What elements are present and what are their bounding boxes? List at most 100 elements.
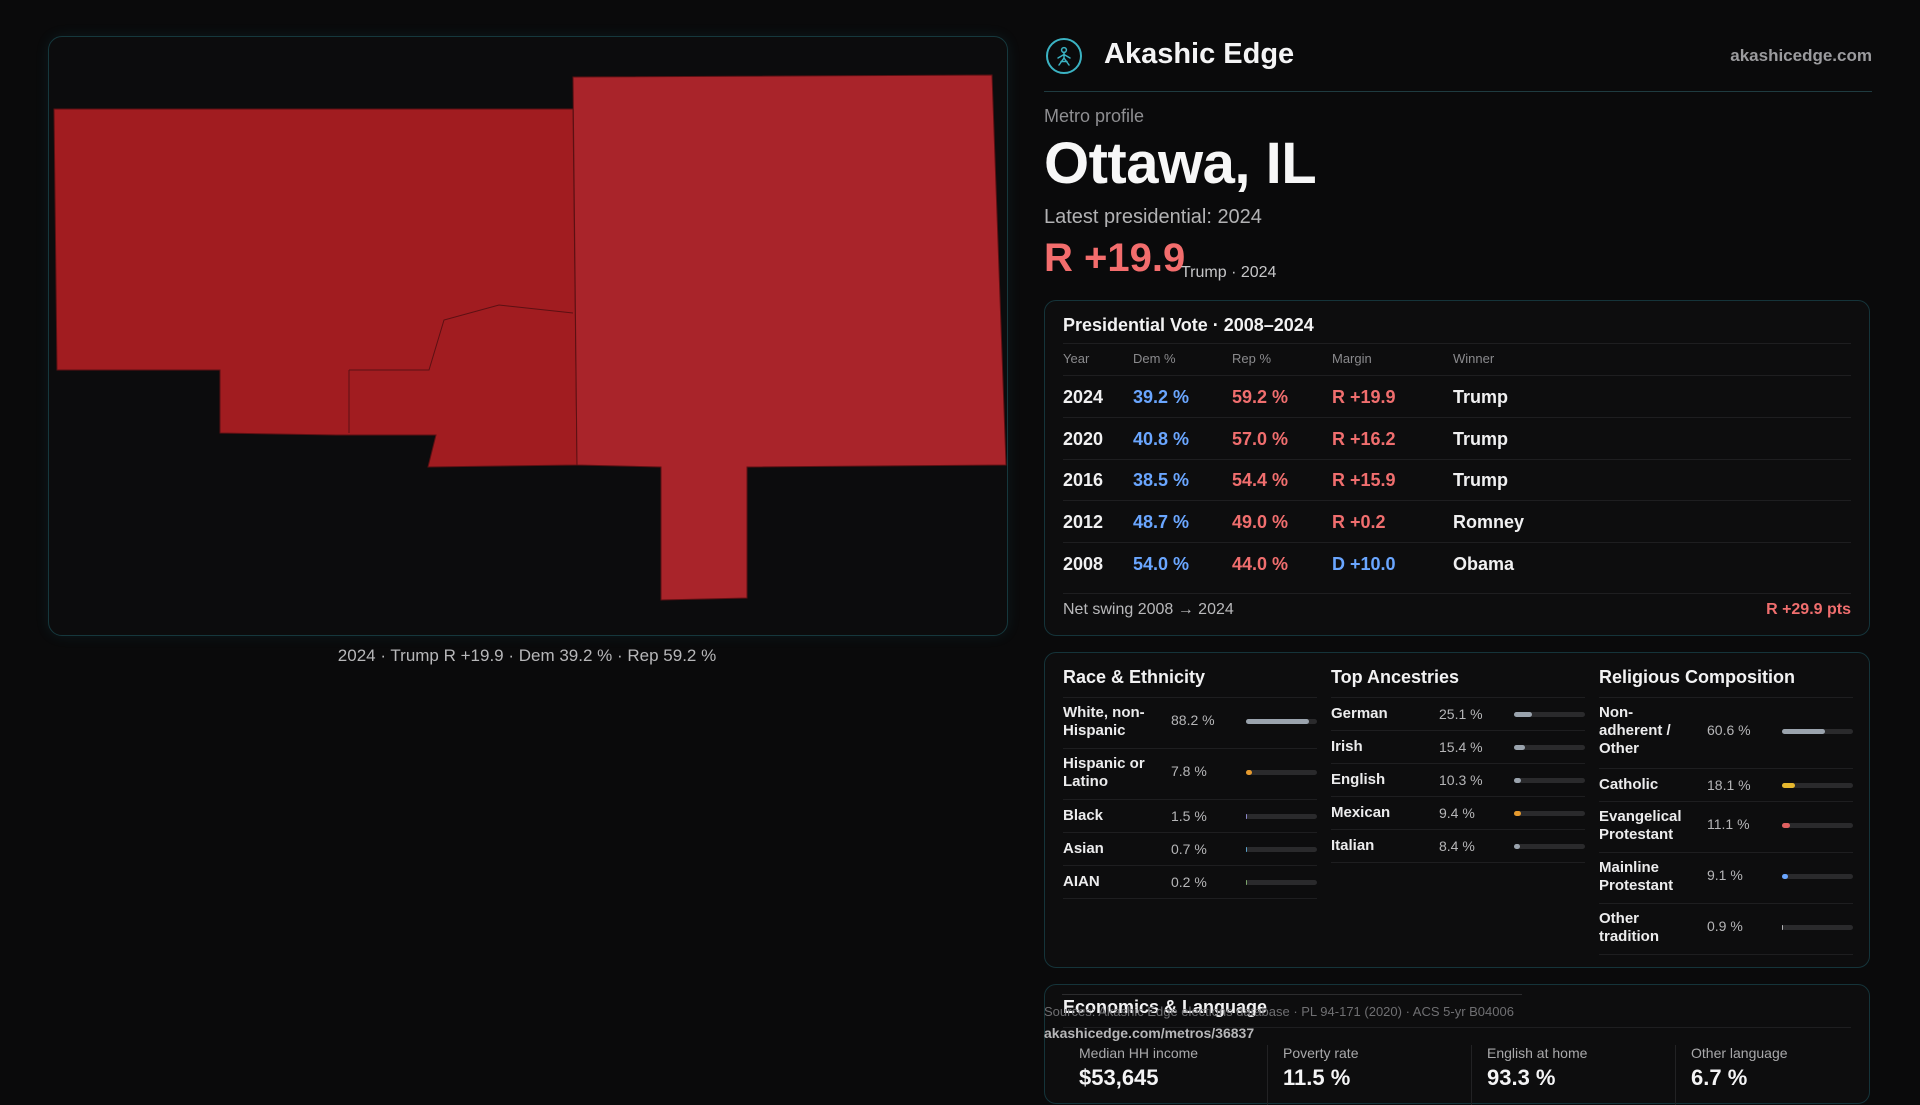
ancestry-bar bbox=[1514, 778, 1585, 783]
religion-label: Mainline Protestant bbox=[1599, 859, 1674, 894]
latest-presidential-label: Latest presidential: 2024 bbox=[1044, 206, 1262, 228]
presidential-vote-card: Presidential Vote · 2008–2024 Year Dem %… bbox=[1044, 300, 1870, 636]
divider bbox=[1063, 1027, 1851, 1028]
list-item: Hispanic or Latino 7.8 % bbox=[1063, 749, 1317, 800]
religion-value: 11.1 % bbox=[1707, 816, 1750, 832]
religion-value: 0.9 % bbox=[1707, 918, 1743, 934]
religion-label: Non-adherent / Other bbox=[1599, 704, 1671, 757]
net-swing-label: Net swing 2008 → 2024 bbox=[1063, 601, 1234, 618]
religion-value: 18.1 % bbox=[1707, 777, 1751, 793]
ancestry-bar-fill bbox=[1514, 844, 1520, 849]
divider bbox=[1267, 1045, 1268, 1105]
race-bar-fill bbox=[1246, 770, 1252, 775]
row-margin: R +15.9 bbox=[1332, 470, 1396, 490]
row-rep: 49.0 % bbox=[1232, 512, 1289, 532]
list-item: Asian 0.7 % bbox=[1063, 833, 1317, 866]
brand-header: Akashic Edge akashicedge.com bbox=[1044, 36, 1872, 76]
religion-bar bbox=[1782, 925, 1853, 930]
map-region-east[interactable] bbox=[572, 74, 1007, 601]
col-header-winner: Winner bbox=[1453, 351, 1495, 366]
row-rep: 44.0 % bbox=[1232, 554, 1289, 574]
divider bbox=[1063, 593, 1851, 594]
ancestry-label: Mexican bbox=[1331, 804, 1391, 821]
ancestry-bar-fill bbox=[1514, 778, 1522, 783]
stat-value: 6.7 % bbox=[1691, 1065, 1748, 1090]
race-bar bbox=[1246, 847, 1317, 852]
religion-bar-fill bbox=[1782, 823, 1790, 828]
row-winner: Trump bbox=[1453, 429, 1509, 449]
ancestry-value: 9.4 % bbox=[1439, 805, 1475, 821]
list-item: Catholic 18.1 % bbox=[1599, 769, 1853, 802]
row-margin: R +19.9 bbox=[1332, 387, 1396, 407]
profile-kicker: Metro profile bbox=[1044, 106, 1145, 126]
stat-value: 11.5 % bbox=[1283, 1065, 1351, 1090]
list-item: English 10.3 % bbox=[1331, 764, 1585, 797]
row-dem: 39.2 % bbox=[1133, 387, 1190, 407]
list-item: Other tradition 0.9 % bbox=[1599, 904, 1853, 955]
divider bbox=[1063, 417, 1851, 418]
row-dem: 40.8 % bbox=[1133, 429, 1190, 449]
race-label: Black bbox=[1063, 807, 1104, 824]
race-bar bbox=[1246, 880, 1317, 885]
map-region-west[interactable] bbox=[53, 108, 578, 468]
list-item: Non-adherent / Other 60.6 % bbox=[1599, 698, 1853, 769]
col-header-rep: Rep % bbox=[1232, 351, 1272, 366]
ancestry-value: 25.1 % bbox=[1439, 706, 1483, 722]
row-margin: R +0.2 bbox=[1332, 512, 1386, 532]
religion-value: 9.1 % bbox=[1707, 867, 1743, 883]
table-row: 2012 48.7 % 49.0 % R +0.2 Romney bbox=[1045, 501, 1869, 543]
metro-name: Ottawa, IL bbox=[1044, 131, 1317, 196]
race-bar-fill bbox=[1246, 847, 1247, 852]
divider bbox=[1062, 994, 1522, 995]
ancestry-label: Irish bbox=[1331, 738, 1363, 755]
ancestry-bar-fill bbox=[1514, 745, 1525, 750]
map-caption: 2024 · Trump R +19.9 · Dem 39.2 % · Rep … bbox=[337, 646, 717, 665]
ancestry-title: Top Ancestries bbox=[1331, 667, 1585, 698]
row-winner: Trump bbox=[1453, 470, 1509, 490]
latest-margin-sub: Trump · 2024 bbox=[1181, 264, 1277, 281]
table-row: 2024 39.2 % 59.2 % R +19.9 Trump bbox=[1045, 376, 1869, 418]
col-header-dem: Dem % bbox=[1133, 351, 1176, 366]
religion-value: 60.6 % bbox=[1707, 722, 1751, 738]
demographics-card: Race & Ethnicity White, non-Hispanic 88.… bbox=[1044, 652, 1870, 968]
stat-label: Poverty rate bbox=[1283, 1045, 1359, 1061]
divider bbox=[1063, 459, 1851, 460]
ancestry-bar bbox=[1514, 844, 1585, 849]
race-value: 0.7 % bbox=[1171, 841, 1207, 857]
list-item: White, non-Hispanic 88.2 % bbox=[1063, 698, 1317, 749]
brand-site-link[interactable]: akashicedge.com bbox=[1730, 46, 1872, 65]
row-rep: 54.4 % bbox=[1232, 470, 1289, 490]
race-bar-fill bbox=[1246, 719, 1309, 724]
religion-bar-fill bbox=[1782, 729, 1826, 734]
county-map[interactable] bbox=[48, 36, 1008, 636]
brand-logo-icon bbox=[1046, 38, 1082, 74]
stat-label: Other language bbox=[1691, 1045, 1788, 1061]
list-item: Mainline Protestant 9.1 % bbox=[1599, 853, 1853, 904]
permalink[interactable]: akashicedge.com/metros/36837 bbox=[1044, 1025, 1255, 1041]
divider bbox=[1063, 500, 1851, 501]
county-map-svg bbox=[53, 74, 1007, 601]
col-header-year: Year bbox=[1063, 351, 1090, 366]
row-year: 2008 bbox=[1063, 554, 1104, 574]
row-year: 2020 bbox=[1063, 429, 1104, 449]
row-year: 2016 bbox=[1063, 470, 1104, 490]
stat-median-income: Median HH income $53,645 bbox=[1079, 1045, 1269, 1091]
race-bar bbox=[1246, 770, 1317, 775]
race-bar bbox=[1246, 719, 1317, 724]
ancestry-bar bbox=[1514, 811, 1585, 816]
ancestry-bar-fill bbox=[1514, 712, 1532, 717]
race-value: 7.8 % bbox=[1171, 763, 1207, 779]
religion-column: Religious Composition Non-adherent / Oth… bbox=[1599, 667, 1853, 955]
religion-bar-fill bbox=[1782, 874, 1789, 879]
ancestry-value: 8.4 % bbox=[1439, 838, 1475, 854]
ancestry-value: 10.3 % bbox=[1439, 772, 1483, 788]
list-item: AIAN 0.2 % bbox=[1063, 866, 1317, 899]
ancestry-bar bbox=[1514, 712, 1585, 717]
ancestry-label: German bbox=[1331, 705, 1388, 722]
economics-title: Economics & Language bbox=[1063, 997, 1268, 1017]
religion-bar bbox=[1782, 729, 1853, 734]
row-margin: R +16.2 bbox=[1332, 429, 1396, 449]
table-row: 2020 40.8 % 57.0 % R +16.2 Trump bbox=[1045, 418, 1869, 460]
economics-card: Economics & Language Median HH income $5… bbox=[1044, 984, 1870, 1105]
ancestry-bar bbox=[1514, 745, 1585, 750]
